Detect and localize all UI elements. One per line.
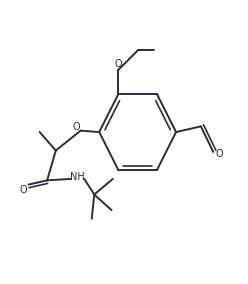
- Text: NH: NH: [70, 172, 85, 182]
- Text: O: O: [114, 59, 122, 68]
- Text: O: O: [216, 149, 223, 159]
- Text: O: O: [72, 122, 80, 132]
- Text: O: O: [20, 185, 27, 195]
